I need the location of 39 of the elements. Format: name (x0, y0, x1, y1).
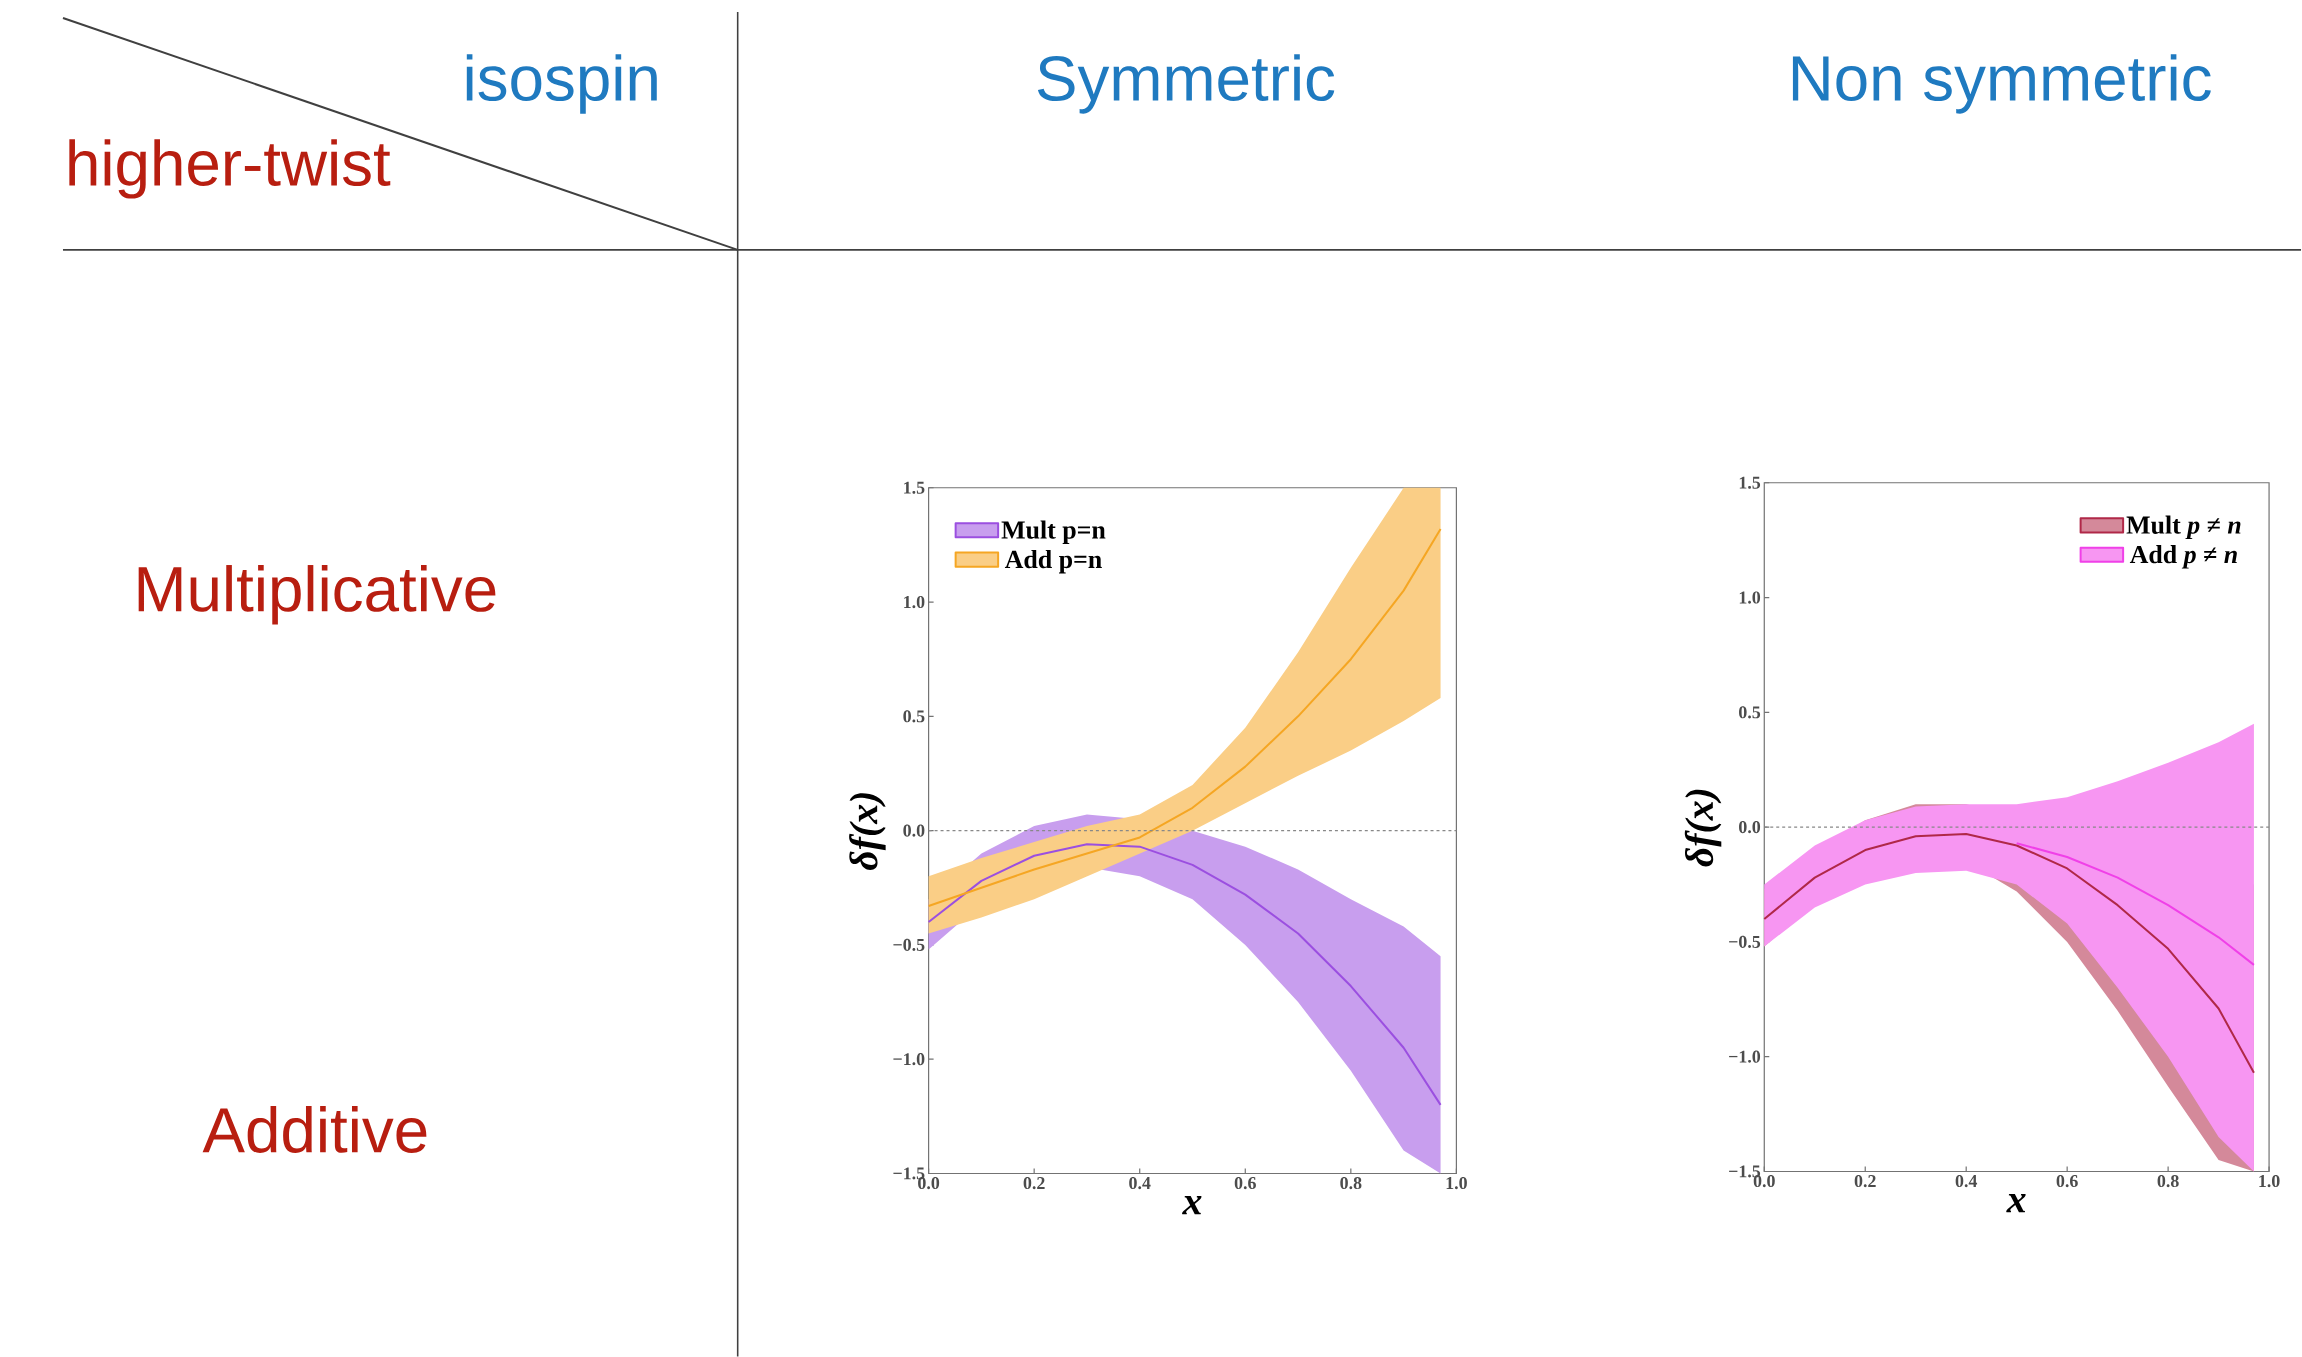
x-tick-label: 0.4 (1129, 1176, 1151, 1189)
text: Additive (202, 1105, 427, 1153)
x-axis-title: x (1182, 1195, 1202, 1215)
y-tick-label: 1.5 (904, 481, 925, 494)
y-tick-label: −1.0 (893, 1052, 925, 1066)
line-series (927, 843, 1442, 1106)
x-axis-title: x (2006, 1193, 2026, 1213)
x-tick-label: 1.0 (2259, 1174, 2280, 1187)
y-axis-title: δf(x) (1684, 789, 1722, 867)
y-tick-label: 1.5 (1739, 476, 1761, 489)
y-tick-label: 1.0 (904, 595, 925, 608)
x-tick-label: 1.0 (1446, 1176, 1467, 1189)
x-tick-label: 0.6 (2056, 1174, 2078, 1187)
line-series (1763, 832, 2255, 1074)
y-tick-label: 0.0 (1739, 820, 1761, 834)
y-tick-label: 0.0 (903, 824, 925, 837)
text: higher-twist (69, 139, 391, 199)
legend-label: Add p=n (1004, 549, 1102, 574)
y-tick-label: −1.0 (1729, 1050, 1761, 1063)
y-tick-label: −0.5 (1729, 935, 1761, 948)
text: isospin (466, 54, 657, 114)
x-tick-label: 0.8 (1340, 1176, 1362, 1189)
y-tick-label: 1.0 (1739, 591, 1761, 604)
legend-label: Mult p=n (1001, 520, 1106, 544)
text: Multiplicative (138, 564, 496, 625)
y-axis-title: δf(x) (849, 792, 886, 870)
legend-label: Add p ≠ n (2129, 544, 2237, 569)
x-tick-label: 0.4 (1955, 1174, 1978, 1187)
x-tick-label: 0.2 (1854, 1174, 1876, 1187)
x-tick-label: 0.8 (2157, 1174, 2179, 1187)
x-tick-label: 0.2 (1023, 1176, 1045, 1189)
y-tick-label: 0.5 (903, 710, 925, 723)
line-series (2015, 841, 2255, 966)
chart-title: Non symmetric (1792, 54, 2211, 114)
chart-title: Symmetric (1037, 54, 1335, 114)
y-tick-label: 0.5 (1739, 706, 1761, 719)
legend-label: Mult p ≠ n (2126, 515, 2241, 539)
y-tick-label: −0.5 (893, 938, 925, 951)
x-tick-label: 0.6 (1234, 1176, 1256, 1189)
